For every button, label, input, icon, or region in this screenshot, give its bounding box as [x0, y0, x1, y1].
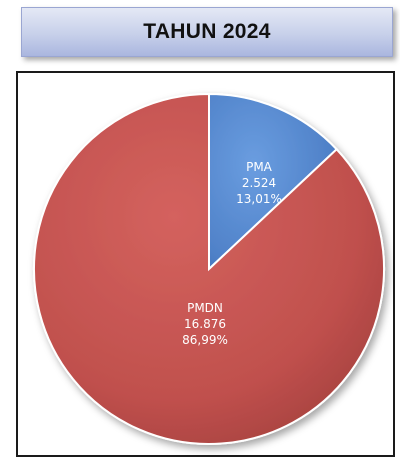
pie-label-pmdn-percent: 86,99% [182, 333, 228, 347]
chart-frame: PMA 2.524 13,01% PMDN 16.876 86,99% [16, 71, 395, 457]
pie-slice-pmdn [33, 92, 385, 445]
chart-title: TAHUN 2024 [143, 20, 271, 43]
title-banner: TAHUN 2024 [21, 7, 393, 57]
pie-label-pma-percent: 13,01% [236, 192, 282, 206]
pie-label-pma-value: 2.524 [242, 176, 276, 190]
pie-label-pma-name: PMA [246, 160, 273, 174]
pie-label-pmdn-value: 16.876 [184, 317, 226, 331]
pie-label-pmdn-name: PMDN [187, 301, 223, 315]
pie-chart: PMA 2.524 13,01% PMDN 16.876 86,99% [33, 92, 385, 445]
pie-slice-pma [208, 92, 339, 272]
